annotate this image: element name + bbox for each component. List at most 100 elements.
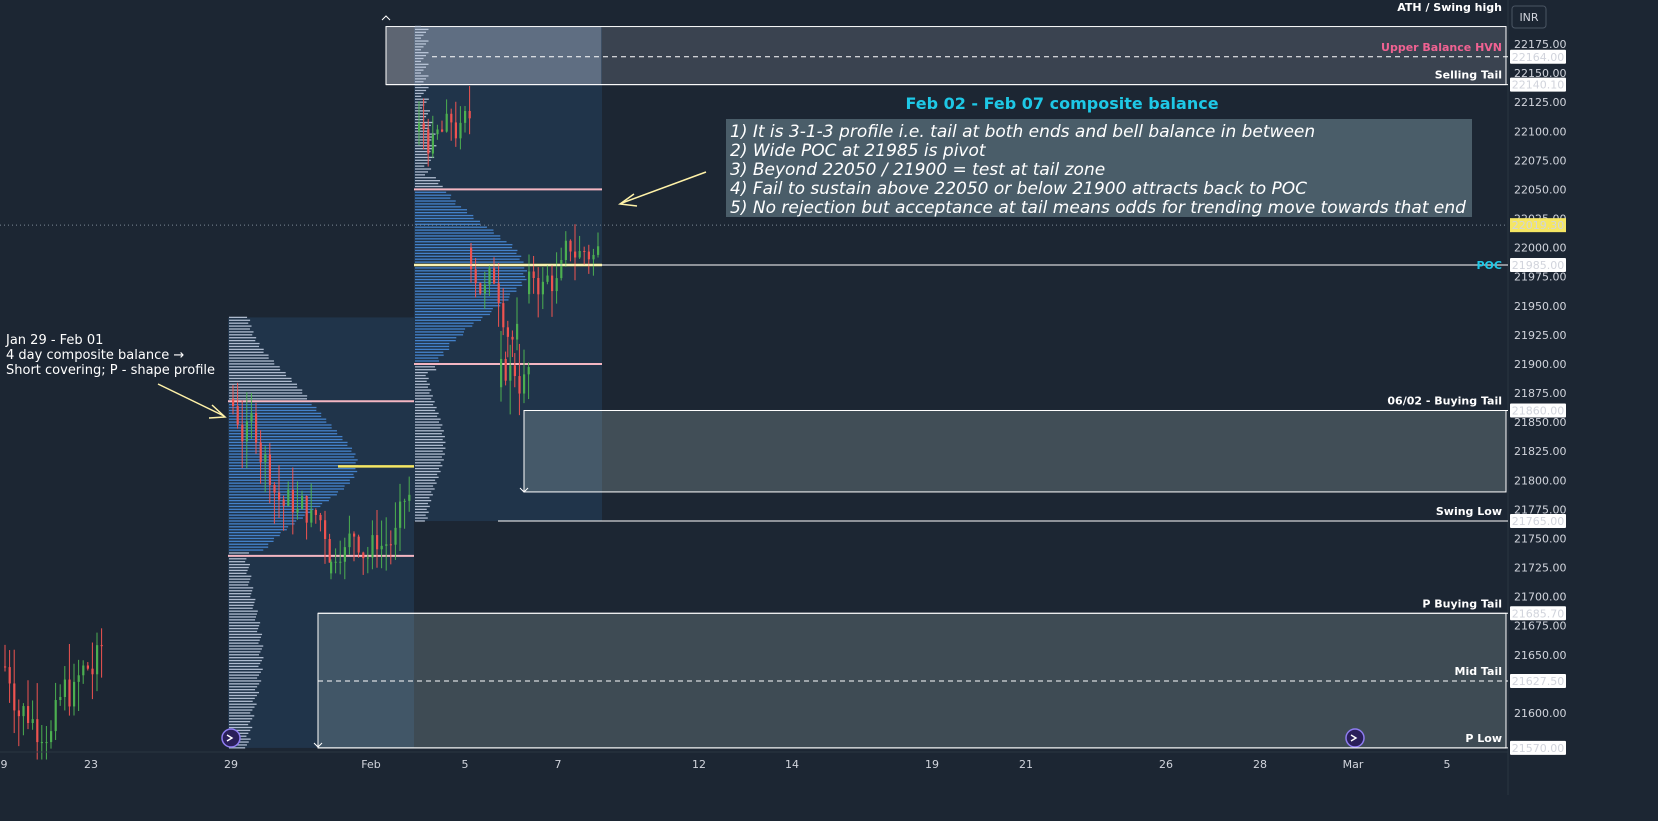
profile-bar	[229, 642, 259, 644]
candle-body	[54, 700, 57, 732]
candle-body	[343, 547, 346, 562]
candle-body	[528, 271, 531, 295]
candle-body	[583, 251, 586, 253]
profile-bar	[415, 386, 428, 388]
profile-bar	[415, 261, 524, 263]
profile-bar	[415, 366, 435, 368]
left-annotation-line-2: 4 day composite balance →	[6, 348, 184, 363]
profile-bar	[415, 110, 430, 112]
profile-bar	[415, 430, 444, 432]
profile-bar	[229, 665, 259, 668]
candle-body	[422, 123, 425, 130]
profile-bar	[415, 104, 425, 106]
annotation-arrow	[621, 171, 707, 204]
profile-bar	[415, 220, 481, 223]
candle-body	[68, 679, 71, 707]
profile-bar	[415, 275, 526, 278]
profile-bar	[415, 185, 443, 188]
candle-body	[403, 500, 406, 502]
profile-bar	[229, 334, 253, 336]
profile-bar	[229, 645, 264, 647]
profile-bar	[415, 435, 445, 438]
candle-body	[532, 271, 535, 278]
profile-bar	[415, 450, 443, 452]
profile-bar	[229, 386, 298, 388]
candle-body	[578, 251, 581, 258]
profile-bar	[415, 380, 427, 383]
profile-bar	[229, 563, 250, 566]
profile-bar	[229, 607, 253, 609]
currency-label: INR	[1519, 11, 1538, 24]
profile-bar	[415, 287, 517, 289]
time-tick: 28	[1253, 758, 1267, 771]
profile-bar	[415, 465, 443, 467]
profile-bar	[229, 529, 287, 531]
level-name-3: 06/02 - Buying Tail	[1387, 394, 1502, 407]
profile-bar	[415, 447, 446, 449]
left-annotation-line-1: Jan 29 - Feb 01	[5, 333, 103, 348]
level-name-4: Swing Low	[1436, 505, 1502, 518]
profile-bar	[415, 63, 429, 65]
level-price-tag-1	[1510, 77, 1566, 92]
profile-bar	[229, 587, 254, 589]
annotations: Feb 02 - Feb 07 composite balance 1) It i…	[5, 15, 1472, 748]
profile-bar	[229, 654, 259, 656]
profile-bar	[229, 546, 269, 548]
profile-bar	[229, 383, 298, 385]
candle-body	[506, 327, 509, 337]
annotation-arrow-head	[617, 193, 638, 207]
profile-bar	[415, 232, 494, 234]
profile-bar	[415, 182, 439, 185]
candle-body	[541, 281, 544, 295]
profile-bar	[229, 747, 246, 749]
candle-body	[408, 494, 411, 501]
profile-bar	[229, 369, 281, 371]
profile-bar	[415, 145, 437, 147]
profile-bar	[229, 351, 264, 353]
time-tick: 21	[1019, 758, 1033, 771]
candle-body	[587, 251, 590, 260]
candle-body	[518, 376, 521, 394]
candle-body	[236, 406, 239, 425]
profile-bar	[415, 49, 421, 51]
currency-button[interactable]	[1511, 5, 1547, 29]
time-axis: 9 23 29 Feb 5 7 12 14 19 21 26 28 Mar 5	[0, 751, 1508, 771]
profile-bar	[229, 523, 295, 525]
profile-bar	[229, 479, 350, 481]
profile-bar	[229, 648, 262, 650]
time-tick: 12	[692, 758, 706, 771]
profile-bar	[415, 229, 494, 231]
profile-bar	[415, 200, 456, 202]
level-name-7: P Low	[1465, 732, 1502, 745]
candle-body	[241, 424, 244, 442]
price-tick: 21925.00	[1514, 329, 1567, 342]
level-price-text-1: 22140.10	[1512, 79, 1565, 92]
profile-bar	[229, 421, 327, 423]
profile-bar	[415, 319, 482, 321]
candle-body	[339, 561, 342, 563]
p-tail-marker-head	[313, 742, 323, 748]
profile-bar	[415, 479, 436, 481]
price-tick: 21825.00	[1514, 445, 1567, 458]
profile-bar	[229, 377, 292, 380]
profile-bar	[229, 374, 287, 377]
candle-body	[454, 122, 457, 139]
level-price-tag-0	[1510, 49, 1566, 64]
candle-body	[45, 742, 48, 744]
candle-body	[574, 251, 577, 258]
profile-bar	[229, 683, 260, 685]
profile-bar	[229, 718, 253, 720]
profile-bar	[229, 380, 292, 383]
profile-bar	[415, 325, 473, 327]
profile-bar	[229, 508, 314, 510]
profile-bar	[415, 194, 452, 196]
profile-bar	[415, 241, 507, 243]
level-price-tag-3	[1510, 403, 1566, 418]
candle-body	[551, 275, 554, 292]
profile-bar	[415, 485, 434, 487]
profile-bar	[415, 415, 438, 417]
candle-body	[527, 367, 530, 375]
level-price-tag-6	[1510, 674, 1566, 689]
profile-bar	[415, 331, 465, 333]
